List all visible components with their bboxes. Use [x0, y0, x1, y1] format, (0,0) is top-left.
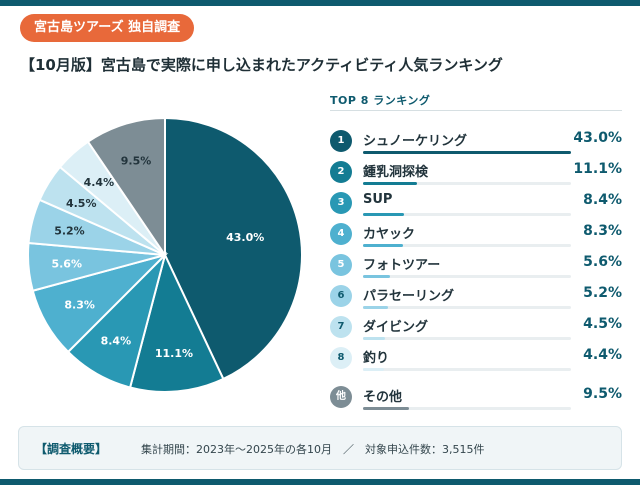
- rank-bar-track: [363, 275, 571, 278]
- rank-number-badge: 1: [330, 130, 352, 152]
- rank-number-badge: 8: [330, 347, 352, 369]
- rank-bar-track: [363, 368, 571, 371]
- rank-activity-name: その他: [363, 390, 403, 405]
- pie-chart: 43.0% 11.1% 8.4% 8.3% 5.6% 5.2% 4.5% 4.4% 9.5%: [27, 116, 303, 393]
- rank-percentage: 9.5%: [583, 386, 622, 402]
- brand-badge: 宮古島ツアーズ 独自調査: [20, 14, 195, 42]
- ranking-row: 1 シュノーケリング 43.0%: [330, 126, 622, 157]
- ranking-row: 8 釣り 4.4%: [330, 343, 622, 374]
- rank-activity-name: パラセーリング: [363, 289, 455, 304]
- rank-percentage: 8.3%: [583, 223, 622, 239]
- ranking-list: 1 シュノーケリング 43.0% 2 鍾乳洞探検 11.1% 3 SUP 8.4% 4 カヤック 8.…: [330, 126, 622, 413]
- rank-activity-name: シュノーケリング: [363, 134, 468, 149]
- rank-percentage: 11.1%: [573, 161, 622, 177]
- rank-bar-track: [363, 244, 571, 247]
- rank-bar-track: [363, 182, 571, 185]
- rank-bar-fill: [363, 151, 571, 154]
- rank-percentage: 8.4%: [583, 192, 622, 208]
- rank-bar-fill: [363, 368, 385, 371]
- pie-slice-2: [128, 252, 225, 393]
- page-title: 【10月版】宮古島で実際に申し込まれたアクティビティ人気ランキング: [20, 56, 503, 74]
- ranking-row: 3 SUP 8.4%: [330, 188, 622, 219]
- rank-bar-fill: [363, 244, 404, 247]
- rank-percentage: 4.5%: [583, 316, 622, 332]
- pie-slice-9: [86, 116, 166, 259]
- rank-number-badge: 5: [330, 254, 352, 276]
- summary-text: 集計期間：2023年〜2025年の各10月 ／ 対象申込件数：3,515件: [141, 443, 485, 456]
- rank-activity-name: ダイビング: [363, 320, 429, 335]
- ranking-heading: TOP 8 ランキング: [330, 94, 431, 107]
- rank-bar-track: [363, 213, 571, 216]
- rank-percentage: 5.6%: [583, 254, 622, 270]
- rank-percentage: 5.2%: [583, 285, 622, 301]
- rank-bar-track: [363, 407, 571, 410]
- rank-number-badge: 4: [330, 223, 352, 245]
- pie-slice-label-5: 5.6%: [51, 258, 82, 271]
- rank-number-badge: 6: [330, 285, 352, 307]
- rank-bar-track: [363, 306, 571, 309]
- rank-bar-fill: [363, 306, 389, 309]
- pie-slice-label-8: 4.4%: [84, 176, 115, 189]
- rank-bar-track: [363, 337, 571, 340]
- rank-bar-fill: [363, 337, 385, 340]
- pie-slice-label-1: 43.0%: [226, 231, 264, 244]
- rank-bar-fill: [363, 213, 404, 216]
- rank-bar-fill: [363, 182, 417, 185]
- ranking-divider: [330, 110, 622, 111]
- ranking-row: 7 ダイビング 4.5%: [330, 312, 622, 343]
- rank-activity-name: フォトツアー: [363, 258, 441, 273]
- ranking-row: 他その他 9.5%: [330, 382, 622, 413]
- rank-percentage: 43.0%: [573, 130, 622, 146]
- top-accent-bar: [0, 0, 640, 6]
- ranking-row: 2 鍾乳洞探検 11.1%: [330, 157, 622, 188]
- bottom-accent-bar: [0, 479, 640, 485]
- pie-slice-1: [164, 116, 303, 381]
- rank-bar-fill: [363, 275, 391, 278]
- pie-slice-label-7: 4.5%: [66, 197, 97, 210]
- rank-activity-name: SUP: [363, 192, 393, 207]
- rank-number-badge: 3: [330, 192, 352, 214]
- pie-slice-label-3: 8.4%: [101, 335, 132, 348]
- pie-slice-label-6: 5.2%: [54, 224, 85, 237]
- pie-slice-label-2: 11.1%: [155, 347, 193, 360]
- rank-number-badge: 2: [330, 161, 352, 183]
- rank-activity-name: 釣り: [363, 351, 390, 366]
- rank-number-badge: 他: [330, 386, 352, 408]
- ranking-row: 6 パラセーリング 5.2%: [330, 281, 622, 312]
- pie-slice-label-4: 8.3%: [64, 298, 95, 311]
- survey-summary: 【調査概要】 集計期間：2023年〜2025年の各10月 ／ 対象申込件数：3,…: [18, 426, 622, 470]
- rank-activity-name: 鍾乳洞探検: [363, 165, 429, 180]
- rank-activity-name: カヤック: [363, 227, 416, 242]
- pie-slice-label-9: 9.5%: [121, 155, 152, 168]
- summary-label: 【調査概要】: [35, 442, 108, 456]
- rank-bar-track: [363, 151, 571, 154]
- rank-percentage: 4.4%: [583, 347, 622, 363]
- ranking-row: 5 フォトツアー 5.6%: [330, 250, 622, 281]
- ranking-row: 4 カヤック 8.3%: [330, 219, 622, 250]
- rank-bar-fill: [363, 407, 409, 410]
- rank-number-badge: 7: [330, 316, 352, 338]
